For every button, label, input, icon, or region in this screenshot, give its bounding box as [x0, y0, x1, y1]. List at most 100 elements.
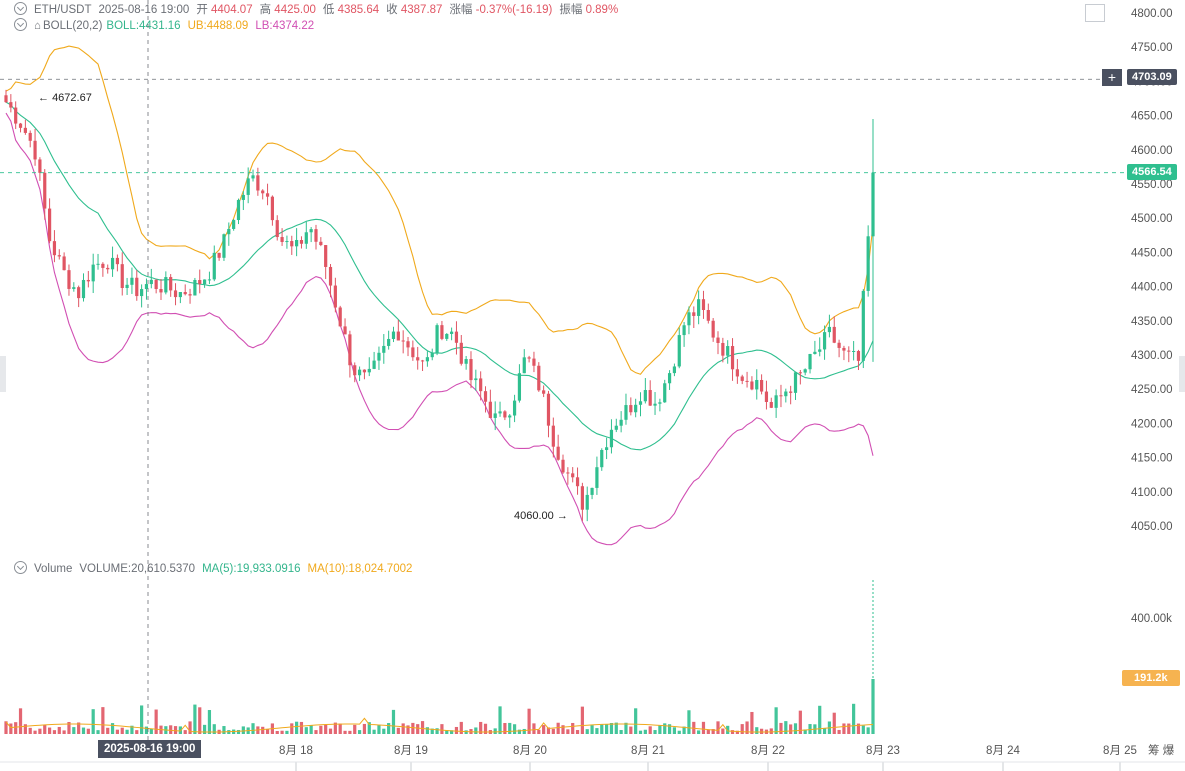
candle-body — [614, 425, 618, 430]
candle-body — [290, 241, 294, 247]
volume-bar — [285, 730, 289, 734]
volume-bar — [120, 727, 124, 734]
volume-bar — [265, 728, 270, 734]
candle-body — [416, 357, 420, 361]
left-collapse-tab[interactable] — [0, 356, 6, 392]
volume-bar — [580, 706, 584, 734]
candle-body — [130, 277, 134, 285]
candle-body — [469, 359, 473, 381]
candle-body — [561, 459, 565, 473]
candle-body — [106, 267, 110, 270]
volume-bar — [619, 730, 623, 734]
candle-body — [474, 378, 478, 381]
volume-bar — [493, 728, 497, 734]
candle-body — [270, 196, 274, 221]
candle-body — [827, 326, 832, 333]
volume-bar — [687, 710, 691, 734]
line-price-tag: 4703.09 — [1127, 69, 1177, 85]
volume-bar — [348, 730, 352, 734]
volume-bar — [222, 726, 226, 734]
volume-bar — [522, 728, 526, 734]
candle-body — [701, 299, 706, 311]
candle-body — [605, 447, 609, 451]
candle-body — [96, 263, 100, 265]
volume-bar — [198, 707, 202, 734]
candle-body — [154, 279, 158, 290]
candle-body — [837, 342, 841, 348]
candle-body — [227, 228, 231, 235]
candle-body — [57, 255, 61, 257]
candle-body — [232, 220, 236, 229]
time-tick-label: 8月 22 — [751, 745, 785, 757]
volume-bar — [808, 724, 812, 734]
volume-bar — [590, 725, 594, 734]
volume-bar — [406, 725, 410, 734]
volume-bar — [154, 709, 158, 734]
collapse-icon[interactable] — [14, 18, 27, 31]
fullscreen-icon[interactable] — [1085, 4, 1105, 22]
candle-body — [445, 333, 449, 339]
price-tick-label: 4300.00 — [1131, 350, 1173, 362]
candle-body — [658, 402, 662, 404]
volume-bar — [62, 730, 66, 734]
candle-body — [672, 366, 677, 374]
candle-body — [357, 369, 362, 376]
volume-bar — [280, 730, 284, 734]
volume-bar — [503, 723, 507, 734]
candle-body — [498, 411, 502, 414]
price-tick-label: 4550.00 — [1131, 179, 1173, 191]
candle-body — [450, 331, 454, 334]
volume-bar — [672, 727, 677, 734]
candle-body — [483, 391, 488, 402]
min-price-label: 4060.00 → — [514, 510, 568, 522]
time-tick-label: 8月 21 — [631, 745, 665, 757]
volume-bar — [130, 725, 134, 734]
volume-bar — [236, 729, 241, 734]
candle-body — [251, 175, 255, 179]
right-collapse-tab[interactable] — [1179, 356, 1185, 392]
volume-bar — [745, 721, 749, 734]
candle-body — [600, 450, 604, 468]
volume-bar — [852, 703, 856, 734]
candle-body — [314, 229, 318, 242]
candle-body — [72, 287, 76, 289]
candle-body — [140, 289, 144, 297]
eye-icon[interactable]: ⌂ — [34, 20, 41, 32]
volume-label: Volume — [34, 563, 73, 575]
price-tick-label: 4500.00 — [1131, 213, 1173, 225]
candle-body — [517, 373, 522, 401]
volume-bar — [391, 709, 396, 734]
candle-body — [638, 401, 643, 405]
plus-icon[interactable]: + — [1102, 69, 1122, 86]
candle-body — [435, 325, 439, 354]
candle-body — [372, 360, 376, 369]
candle-body — [125, 284, 129, 289]
boll-row: ⌂ BOLL(20,2) BOLL:4431.16 UB:4488.09 LB:4374… — [14, 18, 321, 32]
candle-body — [396, 331, 400, 341]
candle-body — [202, 279, 207, 285]
collapse-icon[interactable] — [14, 561, 27, 574]
volume-bar — [72, 727, 76, 734]
candle-body — [217, 252, 221, 258]
candle-body — [173, 290, 178, 298]
time-tick-label: 8月 25 — [1103, 745, 1137, 757]
open-label: 开 4404.07 — [196, 4, 253, 16]
candle-body — [764, 391, 769, 402]
volume-bar — [47, 727, 52, 734]
volume-bar — [23, 724, 27, 734]
candle-body — [667, 373, 672, 384]
candle-body — [663, 383, 667, 403]
collapse-icon[interactable] — [14, 2, 27, 15]
candle-body — [164, 277, 168, 293]
volume-bar — [667, 724, 672, 734]
volume-bar — [43, 725, 47, 734]
candle-body — [33, 140, 37, 160]
price-tick-label: 4150.00 — [1131, 453, 1173, 465]
candle-body — [188, 294, 192, 296]
candle-body — [503, 411, 507, 418]
volume-bar — [77, 722, 81, 734]
candle-body — [101, 263, 105, 268]
price-tick-label: 4450.00 — [1131, 247, 1173, 259]
candle-body — [18, 123, 23, 128]
